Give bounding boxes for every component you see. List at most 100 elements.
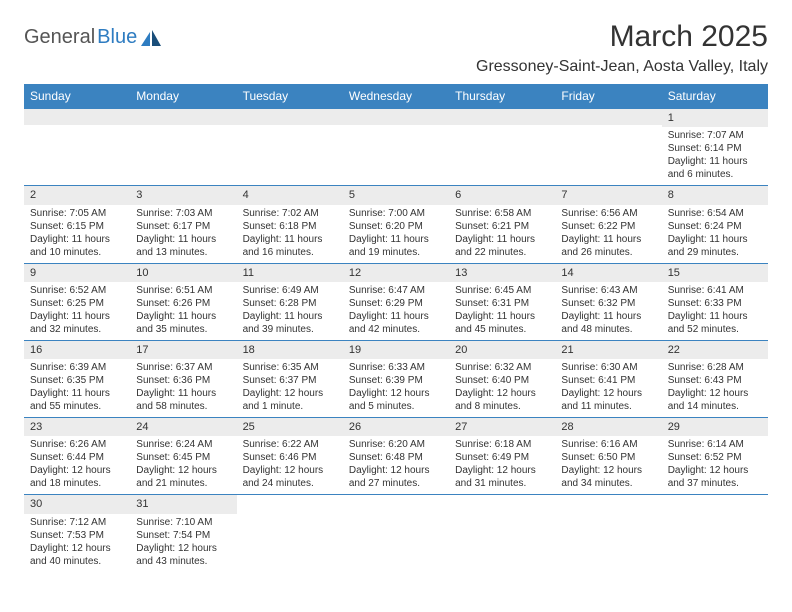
day-cell: 6Sunrise: 6:58 AMSunset: 6:21 PMDaylight… — [449, 186, 555, 263]
day-line-dl1: Daylight: 12 hours — [349, 464, 443, 477]
day-cell: 21Sunrise: 6:30 AMSunset: 6:41 PMDayligh… — [555, 340, 661, 417]
day-number: 24 — [130, 418, 236, 436]
day-cell — [130, 109, 236, 186]
day-line-dl1: Daylight: 11 hours — [243, 310, 337, 323]
day-cell — [662, 495, 768, 572]
day-line-ss: Sunset: 6:33 PM — [668, 297, 762, 310]
day-number: 5 — [343, 186, 449, 204]
day-line-dl2: and 34 minutes. — [561, 477, 655, 490]
day-line-ss: Sunset: 6:43 PM — [668, 374, 762, 387]
day-body: Sunrise: 6:47 AMSunset: 6:29 PMDaylight:… — [343, 282, 449, 340]
day-cell: 8Sunrise: 6:54 AMSunset: 6:24 PMDaylight… — [662, 186, 768, 263]
day-line-dl1: Daylight: 11 hours — [668, 310, 762, 323]
empty-day — [24, 109, 130, 125]
day-number: 16 — [24, 341, 130, 359]
day-line-ss: Sunset: 7:54 PM — [136, 529, 230, 542]
day-number: 15 — [662, 264, 768, 282]
day-line-ss: Sunset: 6:48 PM — [349, 451, 443, 464]
day-body: Sunrise: 6:54 AMSunset: 6:24 PMDaylight:… — [662, 205, 768, 263]
day-line-sr: Sunrise: 6:32 AM — [455, 361, 549, 374]
day-line-ss: Sunset: 6:15 PM — [30, 220, 124, 233]
day-line-dl2: and 6 minutes. — [668, 168, 762, 181]
day-line-dl1: Daylight: 11 hours — [136, 387, 230, 400]
day-cell: 5Sunrise: 7:00 AMSunset: 6:20 PMDaylight… — [343, 186, 449, 263]
day-body: Sunrise: 6:35 AMSunset: 6:37 PMDaylight:… — [237, 359, 343, 417]
day-line-dl2: and 42 minutes. — [349, 323, 443, 336]
day-line-ss: Sunset: 6:36 PM — [136, 374, 230, 387]
day-line-sr: Sunrise: 6:24 AM — [136, 438, 230, 451]
day-cell: 26Sunrise: 6:20 AMSunset: 6:48 PMDayligh… — [343, 418, 449, 495]
day-cell: 11Sunrise: 6:49 AMSunset: 6:28 PMDayligh… — [237, 263, 343, 340]
day-line-dl2: and 29 minutes. — [668, 246, 762, 259]
empty-day — [343, 109, 449, 125]
empty-day — [130, 109, 236, 125]
day-line-dl2: and 14 minutes. — [668, 400, 762, 413]
day-line-sr: Sunrise: 6:30 AM — [561, 361, 655, 374]
day-line-dl2: and 40 minutes. — [30, 555, 124, 568]
day-line-sr: Sunrise: 6:37 AM — [136, 361, 230, 374]
day-line-dl2: and 13 minutes. — [136, 246, 230, 259]
empty-day — [449, 109, 555, 125]
day-line-sr: Sunrise: 7:03 AM — [136, 207, 230, 220]
day-line-sr: Sunrise: 6:43 AM — [561, 284, 655, 297]
day-line-dl2: and 35 minutes. — [136, 323, 230, 336]
day-line-dl1: Daylight: 12 hours — [243, 464, 337, 477]
day-cell: 3Sunrise: 7:03 AMSunset: 6:17 PMDaylight… — [130, 186, 236, 263]
day-cell: 10Sunrise: 6:51 AMSunset: 6:26 PMDayligh… — [130, 263, 236, 340]
day-line-ss: Sunset: 6:50 PM — [561, 451, 655, 464]
logo-text-blue: Blue — [97, 26, 137, 49]
day-line-dl1: Daylight: 11 hours — [243, 233, 337, 246]
day-line-dl1: Daylight: 12 hours — [668, 387, 762, 400]
day-body: Sunrise: 6:20 AMSunset: 6:48 PMDaylight:… — [343, 436, 449, 494]
day-line-dl1: Daylight: 12 hours — [243, 387, 337, 400]
day-body: Sunrise: 6:41 AMSunset: 6:33 PMDaylight:… — [662, 282, 768, 340]
day-number: 18 — [237, 341, 343, 359]
day-cell: 31 Sunrise: 7:10 AMSunset: 7:54 PMDayligh… — [130, 495, 236, 572]
day-line-dl2: and 27 minutes. — [349, 477, 443, 490]
day-line-ss: Sunset: 6:24 PM — [668, 220, 762, 233]
day-line-dl1: Daylight: 11 hours — [668, 155, 762, 168]
day-cell — [555, 109, 661, 186]
day-line-sr: Sunrise: 6:28 AM — [668, 361, 762, 374]
day-body: Sunrise: 6:18 AMSunset: 6:49 PMDaylight:… — [449, 436, 555, 494]
day-body: Sunrise: 6:45 AMSunset: 6:31 PMDaylight:… — [449, 282, 555, 340]
day-number: 21 — [555, 341, 661, 359]
day-body: Sunrise: 7:12 AMSunset: 7:53 PMDaylight:… — [24, 514, 130, 572]
day-line-sr: Sunrise: 6:16 AM — [561, 438, 655, 451]
day-line-dl2: and 10 minutes. — [30, 246, 124, 259]
day-line-dl2: and 45 minutes. — [455, 323, 549, 336]
dow-wednesday: Wednesday — [343, 84, 449, 109]
day-number: 28 — [555, 418, 661, 436]
day-body: Sunrise: 6:58 AMSunset: 6:21 PMDaylight:… — [449, 205, 555, 263]
day-line-dl2: and 18 minutes. — [30, 477, 124, 490]
day-number: 14 — [555, 264, 661, 282]
day-number: 25 — [237, 418, 343, 436]
day-body: Sunrise: 7:05 AMSunset: 6:15 PMDaylight:… — [24, 205, 130, 263]
day-line-sr: Sunrise: 7:02 AM — [243, 207, 337, 220]
month-title: March 2025 — [476, 20, 768, 54]
day-line-ss: Sunset: 6:52 PM — [668, 451, 762, 464]
day-body: Sunrise: 6:33 AMSunset: 6:39 PMDaylight:… — [343, 359, 449, 417]
day-line-dl1: Daylight: 11 hours — [561, 233, 655, 246]
day-line-sr: Sunrise: 6:35 AM — [243, 361, 337, 374]
day-body: Sunrise: 7:00 AMSunset: 6:20 PMDaylight:… — [343, 205, 449, 263]
day-number: 6 — [449, 186, 555, 204]
day-cell: 15Sunrise: 6:41 AMSunset: 6:33 PMDayligh… — [662, 263, 768, 340]
day-line-sr: Sunrise: 6:58 AM — [455, 207, 549, 220]
day-body: Sunrise: 6:22 AMSunset: 6:46 PMDaylight:… — [237, 436, 343, 494]
day-line-sr: Sunrise: 7:10 AM — [136, 516, 230, 529]
week-row: 9Sunrise: 6:52 AMSunset: 6:25 PMDaylight… — [24, 263, 768, 340]
dow-sunday: Sunday — [24, 84, 130, 109]
day-line-dl2: and 58 minutes. — [136, 400, 230, 413]
week-row: 2Sunrise: 7:05 AMSunset: 6:15 PMDaylight… — [24, 186, 768, 263]
day-number: 31 — [130, 495, 236, 513]
day-line-dl1: Daylight: 12 hours — [30, 464, 124, 477]
day-line-dl2: and 39 minutes. — [243, 323, 337, 336]
week-row: 30Sunrise: 7:12 AMSunset: 7:53 PMDayligh… — [24, 495, 768, 572]
day-line-dl2: and 52 minutes. — [668, 323, 762, 336]
week-row: 16Sunrise: 6:39 AMSunset: 6:35 PMDayligh… — [24, 340, 768, 417]
day-cell — [343, 495, 449, 572]
day-number: 7 — [555, 186, 661, 204]
day-line-dl1: Daylight: 12 hours — [136, 542, 230, 555]
day-line-ss: Sunset: 7:53 PM — [30, 529, 124, 542]
